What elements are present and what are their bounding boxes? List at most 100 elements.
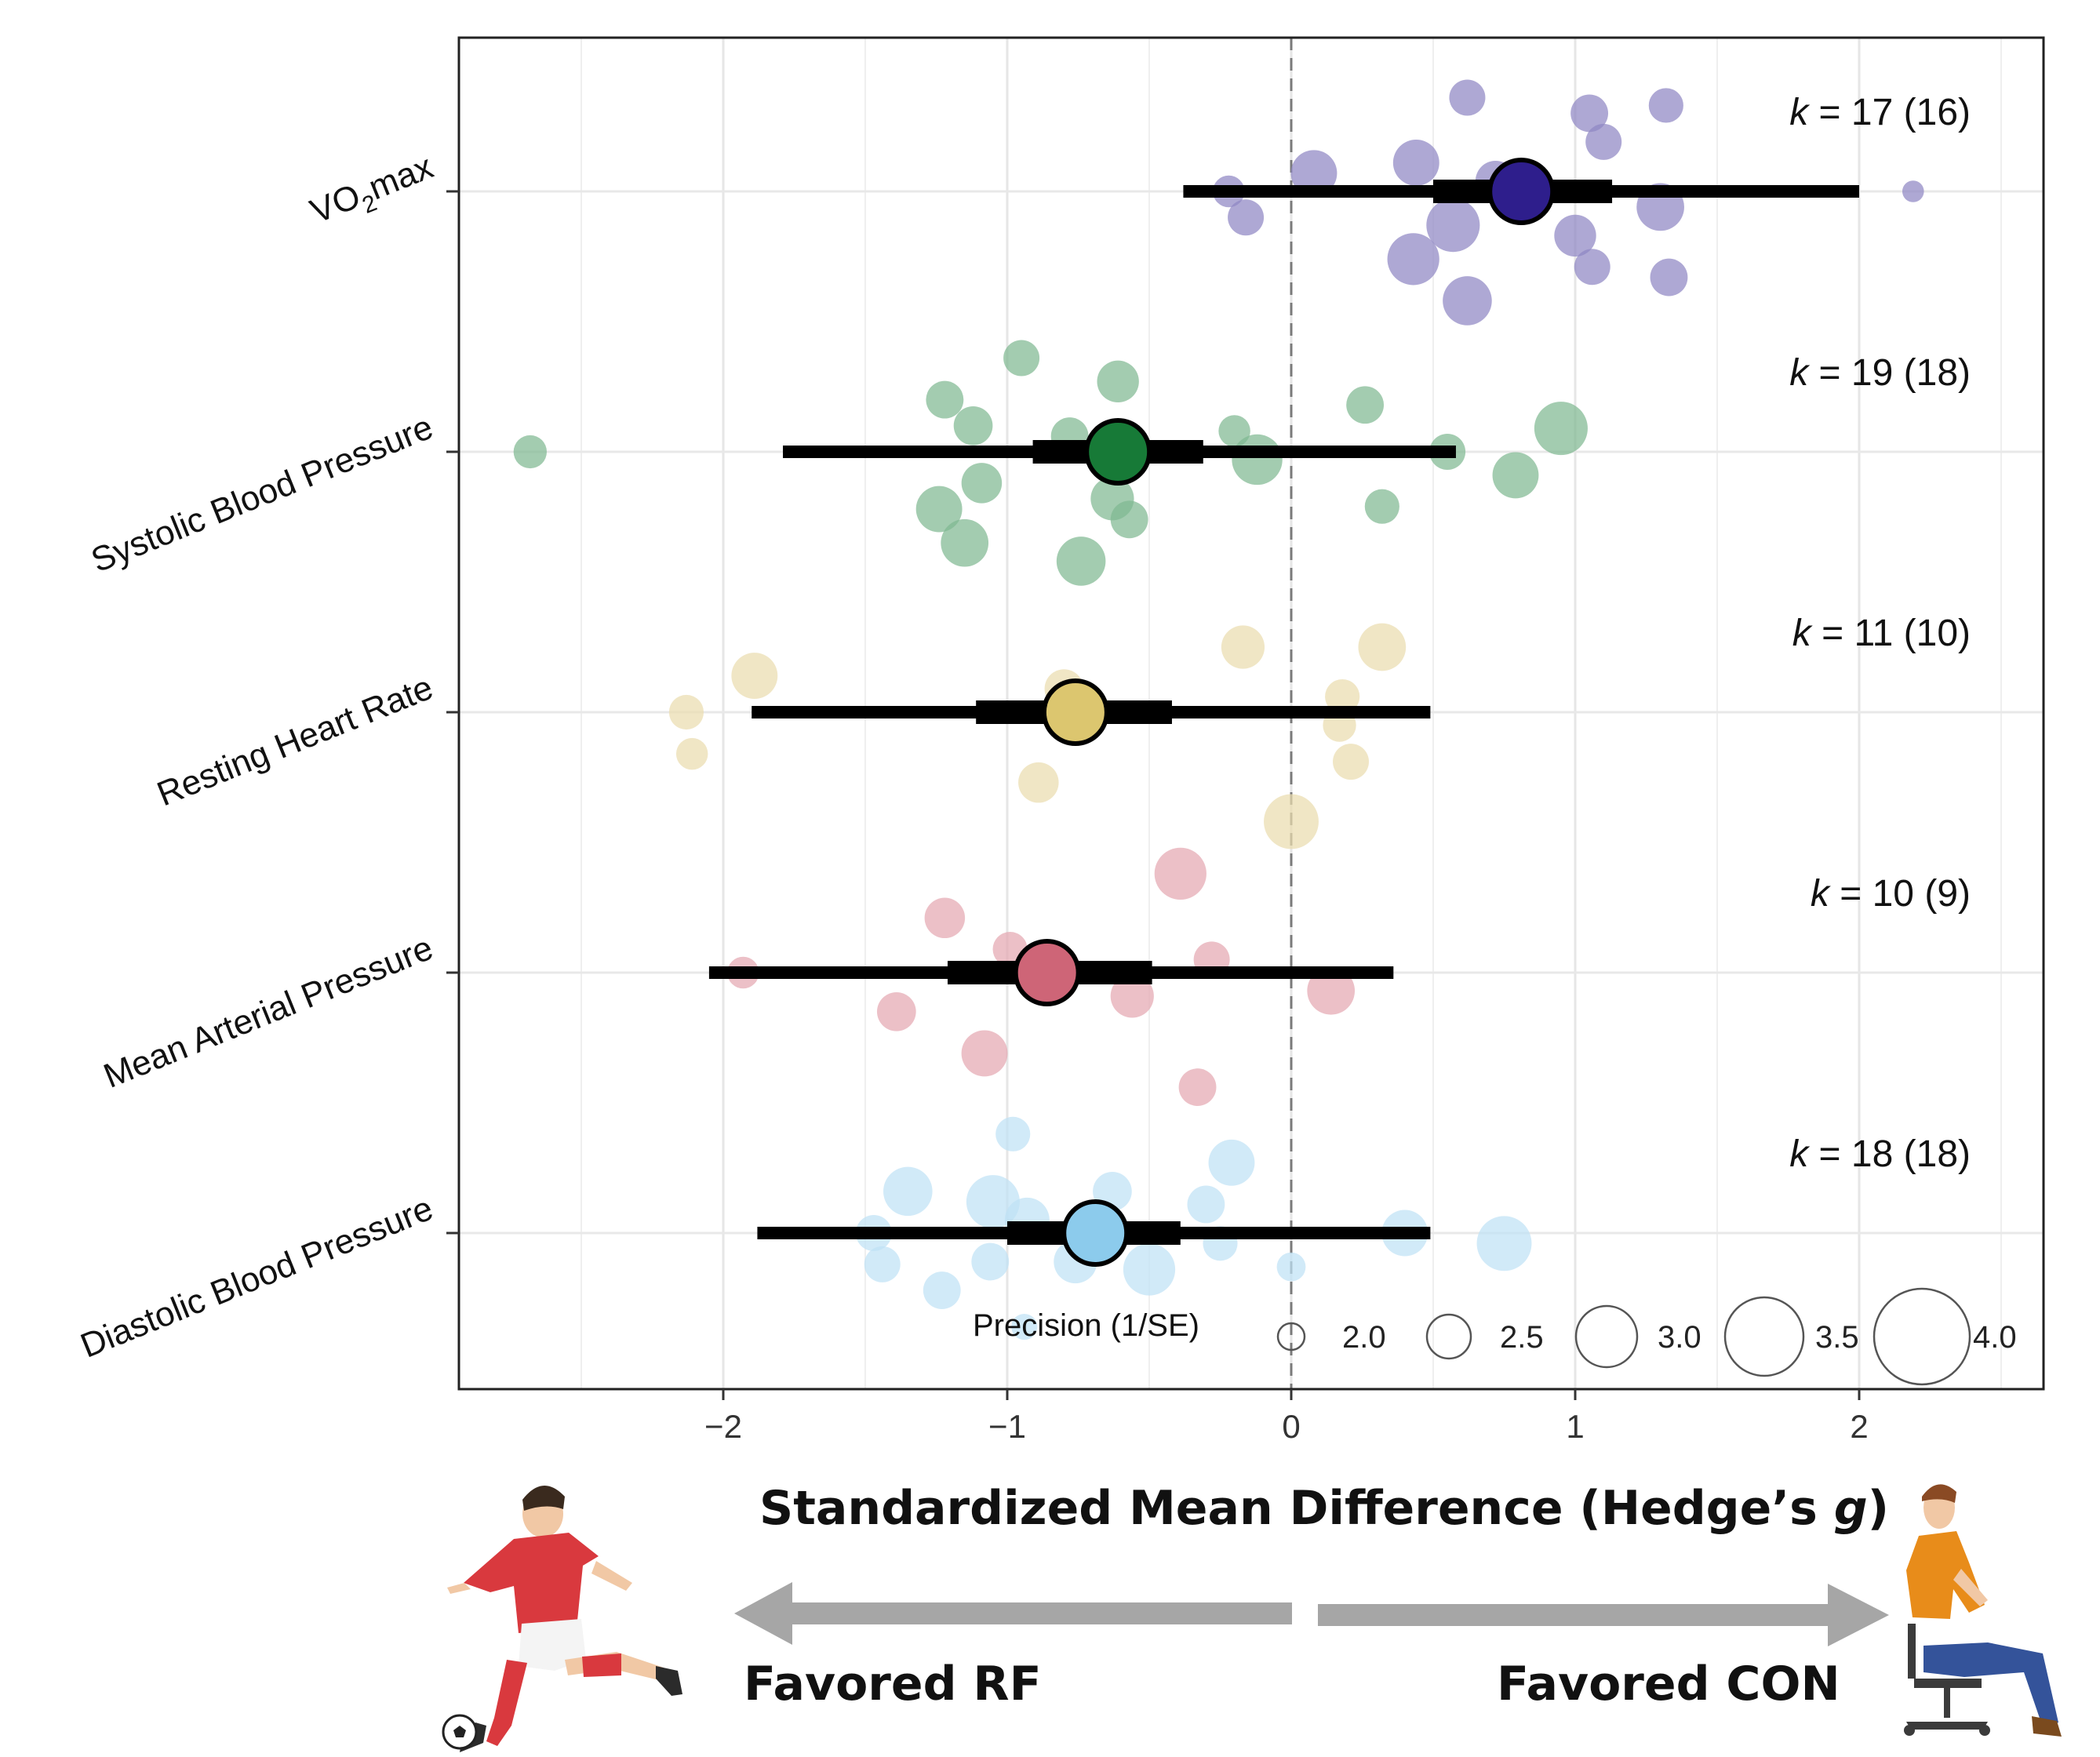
legend-circle — [1723, 1296, 1805, 1377]
k-label-value: = 11 (10) — [1811, 613, 1971, 654]
study-point — [1232, 434, 1283, 486]
k-label: k = 17 (16) — [1789, 92, 1971, 133]
category-label: Resting Heart Rate — [151, 668, 438, 814]
study-point — [1492, 452, 1539, 499]
k-label-k: k — [1792, 613, 1814, 654]
category-label-tail: max — [363, 147, 438, 208]
legend-label: 2.0 — [1342, 1320, 1386, 1355]
k-labels: k = 17 (16)k = 19 (18)k = 11 (10)k = 10 … — [1789, 92, 1971, 1175]
x-tick-label: 2 — [1850, 1408, 1868, 1445]
study-point — [1476, 1216, 1532, 1271]
study-point — [1534, 402, 1588, 456]
study-point — [961, 1030, 1008, 1077]
x-axis-title-italic: g — [1833, 1481, 1868, 1536]
study-point — [1443, 276, 1492, 326]
k-label-value: = 17 (16) — [1808, 92, 1971, 133]
pooled-estimate — [1061, 1199, 1130, 1267]
y-axis-labels: VO2max Systolic Blood Pressure Resting Hea… — [75, 147, 459, 1366]
study-point — [1346, 386, 1385, 424]
favored-rf-label: Favored RF — [744, 1657, 1042, 1712]
study-point — [1221, 625, 1265, 669]
study-point — [1018, 762, 1059, 803]
legend-label: 4.0 — [1973, 1320, 2017, 1355]
study-point — [923, 1271, 961, 1309]
category-label: VO2max — [305, 147, 441, 238]
study-point — [924, 897, 966, 939]
k-label: k = 10 (9) — [1811, 873, 1971, 915]
pooled-estimate — [1041, 678, 1109, 746]
study-point — [1228, 199, 1265, 236]
study-point — [513, 435, 548, 469]
seated-person-icon — [1904, 1484, 2062, 1737]
study-point — [1003, 340, 1040, 376]
k-label: k = 18 (18) — [1789, 1133, 1971, 1175]
x-tick-label: 0 — [1282, 1408, 1300, 1445]
k-label-value: = 18 (18) — [1808, 1133, 1971, 1175]
k-label-k: k — [1789, 352, 1811, 394]
study-point — [941, 518, 989, 567]
estimates-layer — [1013, 158, 1556, 1267]
x-axis: −2 −1 0 1 2 — [704, 1389, 1869, 1445]
x-tick-label: 1 — [1566, 1408, 1584, 1445]
legend-circle — [1276, 1322, 1306, 1351]
study-point — [731, 653, 778, 699]
study-point — [1650, 258, 1688, 296]
study-point — [1449, 79, 1486, 116]
study-point — [1123, 1243, 1176, 1296]
study-point — [961, 463, 1003, 504]
study-point — [953, 406, 993, 446]
k-label-k: k — [1789, 1133, 1811, 1175]
pooled-estimate — [1487, 158, 1556, 225]
legend-circle — [1574, 1304, 1639, 1369]
study-point — [1218, 415, 1250, 447]
study-point — [1056, 537, 1106, 586]
favored-con-label: Favored CON — [1497, 1657, 1840, 1712]
k-label: k = 11 (10) — [1792, 613, 1971, 654]
category-label-main: VO — [305, 176, 366, 231]
legend-label: 3.5 — [1815, 1320, 1859, 1355]
k-label-value: = 19 (18) — [1808, 352, 1971, 394]
arrow-left-icon — [734, 1582, 1292, 1645]
study-point — [926, 380, 964, 419]
study-point — [1178, 1068, 1217, 1106]
study-point — [1011, 1313, 1038, 1340]
study-point — [876, 991, 916, 1031]
pooled-estimate — [1013, 939, 1081, 1006]
x-tick-label: −1 — [988, 1408, 1026, 1445]
study-point — [864, 1246, 901, 1282]
study-point — [1187, 1185, 1225, 1224]
precision-legend: Precision (1/SE) 2.0 2.5 3.0 3.5 4.0 — [973, 1287, 2017, 1386]
x-tick-label: −2 — [704, 1408, 742, 1445]
study-point — [1648, 88, 1683, 123]
study-point — [1097, 360, 1139, 403]
study-point — [915, 486, 963, 533]
study-point — [1110, 974, 1154, 1018]
study-point — [1358, 623, 1407, 671]
study-point — [1110, 500, 1148, 539]
study-point — [668, 694, 704, 730]
study-point — [1325, 679, 1360, 715]
soccer-player-icon — [442, 1485, 682, 1752]
x-axis-title: Standardized Mean Difference (Hedge’s g) — [759, 1481, 1889, 1536]
legend-label: 3.0 — [1658, 1320, 1701, 1355]
study-point — [1290, 150, 1338, 197]
study-point — [1387, 233, 1439, 286]
study-point — [1574, 249, 1610, 286]
k-label-k: k — [1811, 873, 1832, 915]
study-point — [1307, 966, 1356, 1015]
study-point — [1570, 94, 1609, 133]
k-label-value: = 10 (9) — [1829, 873, 1971, 915]
study-point — [1585, 123, 1622, 160]
study-point — [1264, 794, 1319, 849]
arrow-right-icon — [1318, 1584, 1889, 1646]
pooled-estimate — [1084, 418, 1152, 486]
study-point — [883, 1166, 933, 1217]
study-point — [1426, 198, 1480, 253]
category-label: Systolic Blood Pressure — [86, 408, 439, 580]
x-axis-title-text: Standardized Mean Difference (Hedge’s — [759, 1481, 1834, 1536]
k-label: k = 19 (18) — [1789, 352, 1971, 394]
study-point — [675, 737, 708, 770]
study-point — [1276, 1252, 1306, 1282]
study-point — [1333, 744, 1370, 780]
